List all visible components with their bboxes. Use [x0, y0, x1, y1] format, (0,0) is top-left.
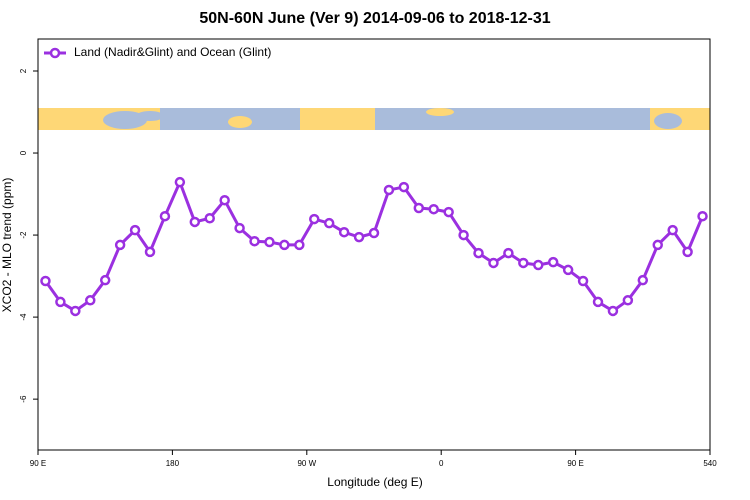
- data-point: [353, 231, 365, 243]
- data-point: [114, 239, 126, 251]
- data-point: [189, 216, 201, 228]
- chart-title: 50N-60N June (Ver 9) 2014-09-06 to 2018-…: [199, 10, 550, 27]
- data-point: [219, 194, 230, 206]
- y-tick-label: -6: [19, 395, 28, 403]
- data-point: [398, 181, 410, 193]
- x-tick-label: 90 E: [567, 459, 583, 468]
- data-point: [279, 239, 290, 251]
- data-point: [682, 246, 693, 258]
- y-axis-label: XCO2 - MLO trend (ppm): [0, 178, 14, 313]
- data-point: [323, 217, 335, 229]
- data-point: [144, 246, 156, 258]
- x-axis-label: Longitude (deg E): [327, 475, 422, 489]
- legend-label: Land (Nadir&Glint) and Ocean (Glint): [74, 45, 271, 59]
- data-point: [129, 224, 141, 236]
- data-point: [249, 235, 260, 247]
- data-point: [458, 229, 469, 241]
- data-point: [622, 295, 634, 306]
- data-point: [592, 296, 604, 308]
- data-point: [547, 256, 559, 268]
- data-point: [40, 275, 51, 287]
- series-line: [44, 180, 704, 313]
- data-point: [518, 257, 529, 269]
- legend-marker: [49, 47, 61, 59]
- data-point: [338, 226, 350, 238]
- data-point: [443, 206, 454, 218]
- x-tick-label: 0: [439, 459, 444, 468]
- y-tick-label: 2: [19, 68, 28, 73]
- data-point: [85, 295, 96, 306]
- data-point: [309, 213, 320, 225]
- data-point: [174, 176, 186, 188]
- data-point: [577, 275, 589, 287]
- data-point: [70, 305, 81, 317]
- x-tick-label: 180: [166, 459, 180, 468]
- data-point: [562, 264, 574, 276]
- data-point: [55, 296, 66, 308]
- data-point: [533, 259, 544, 271]
- data-point: [368, 227, 380, 239]
- data-point: [607, 305, 619, 317]
- data-point: [204, 212, 215, 224]
- data-point: [503, 247, 514, 259]
- data-point: [473, 247, 484, 259]
- data-point: [697, 210, 708, 222]
- data-point: [637, 274, 649, 286]
- y-tick-label: 0: [19, 150, 28, 155]
- map-strip: [38, 108, 710, 130]
- data-point: [652, 239, 663, 251]
- data-point: [428, 203, 439, 215]
- data-point: [159, 210, 171, 222]
- x-tick-label: 540: [703, 459, 717, 468]
- data-point: [99, 274, 111, 286]
- data-point: [234, 222, 245, 234]
- data-point: [488, 257, 499, 269]
- data-point: [413, 202, 425, 214]
- y-tick-label: -2: [19, 231, 28, 239]
- x-tick-label: 90 W: [297, 459, 316, 468]
- data-point: [264, 236, 275, 248]
- x-tick-label: 90 E: [30, 459, 46, 468]
- y-tick-label: -4: [19, 313, 28, 321]
- data-point: [383, 184, 395, 196]
- data-point: [667, 224, 678, 236]
- data-point: [294, 239, 305, 251]
- plot-frame: [37, 38, 711, 451]
